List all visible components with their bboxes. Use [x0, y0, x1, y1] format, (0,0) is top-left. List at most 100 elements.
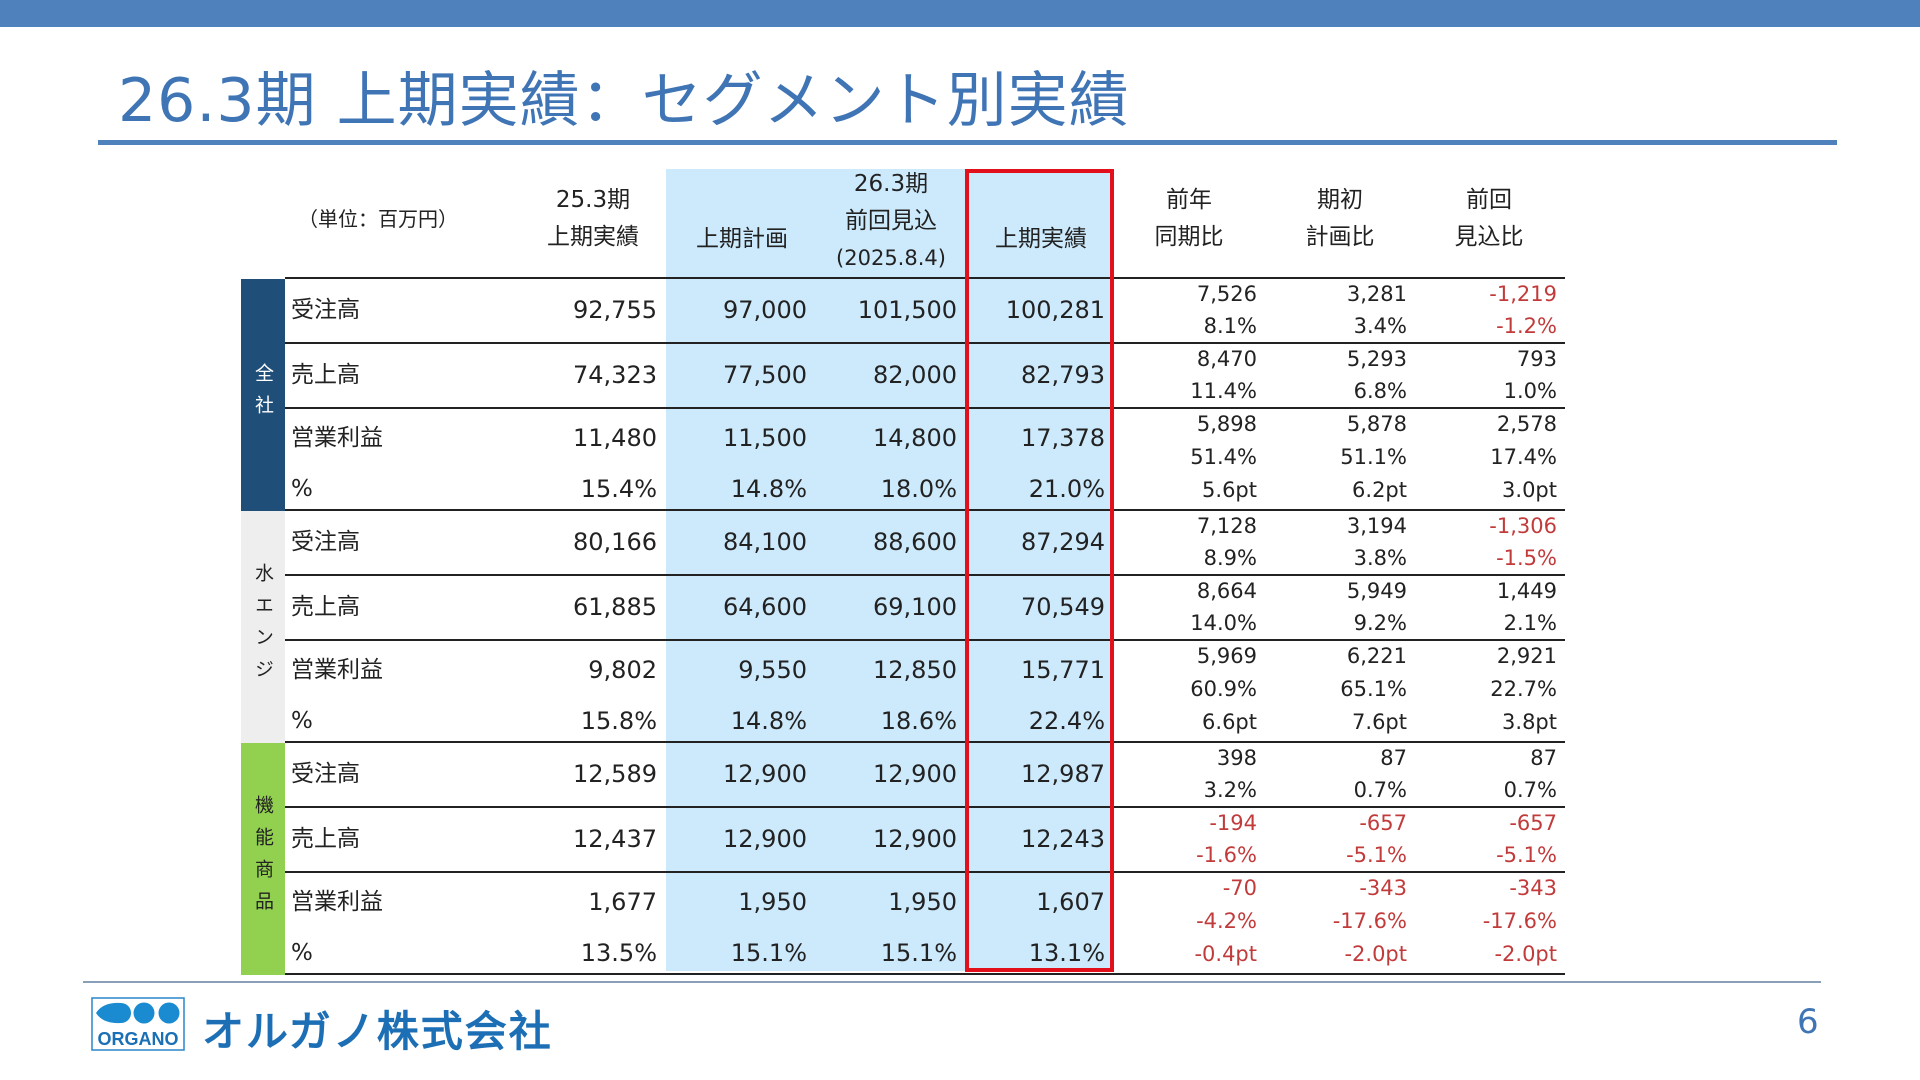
diff-cell: 60.9%	[1190, 677, 1257, 701]
header-current-results: 上期実績	[970, 221, 1112, 258]
diff-cell: 5,878	[1346, 412, 1407, 436]
diff-cell: 3.8pt	[1502, 710, 1557, 734]
diff-cell: 6.8%	[1353, 379, 1407, 403]
header-line: 上期計画	[696, 226, 788, 252]
page-number: 6	[1797, 1002, 1819, 1042]
diff-cell: 51.4%	[1190, 445, 1257, 469]
row-label: 営業利益%	[285, 641, 540, 741]
value-cell: 9,550	[738, 656, 807, 684]
diff-cell: 8,664	[1196, 579, 1257, 603]
value-cell: 101,500	[857, 296, 957, 324]
diff-cell: -2.0pt	[1494, 942, 1557, 966]
diff-cell: -657	[1359, 811, 1407, 835]
value-cell: 12,900	[873, 825, 957, 853]
metric-label: 営業利益	[291, 425, 383, 451]
margin-cell: 13.1%	[1028, 939, 1105, 967]
margin-label: %	[291, 940, 313, 966]
value-cell: 88,600	[873, 528, 957, 556]
diff-cell: 3,194	[1346, 514, 1407, 538]
margin-cell: 15.1%	[730, 939, 807, 967]
diff-cell: 398	[1216, 746, 1257, 770]
metric-label: 営業利益	[291, 657, 383, 683]
segment-label: 機能商品	[252, 795, 274, 923]
diff-cell: 87	[1380, 746, 1407, 770]
diff-cell: 5,969	[1196, 644, 1257, 668]
header-line: 前回見込	[845, 208, 937, 234]
table-row: 売上高 74,323 77,500 82,000 82,793 8,470 11.4% 5,2…	[285, 344, 1565, 407]
footer-divider	[83, 981, 1821, 983]
value-cell: 12,987	[1021, 760, 1105, 788]
segment-rows: 受注高 92,755 97,000 101,500 100,281 7,526 8.1% 3,…	[285, 279, 1565, 511]
diff-cell: -70	[1222, 876, 1257, 900]
segment-rows: 受注高 80,166 84,100 88,600 87,294 7,128 8.9% 3,19…	[285, 511, 1565, 743]
diff-cell: 5,949	[1346, 579, 1407, 603]
value-cell: 12,589	[573, 760, 657, 788]
table-row: 営業利益% 9,802 15.8% 9,550 14.8% 12,850 18.6% 15,7…	[285, 641, 1565, 741]
diff-cell: 5,293	[1346, 347, 1407, 371]
diff-cell: 3.0pt	[1502, 478, 1557, 502]
row-label: 売上高	[285, 576, 540, 639]
diff-cell: -0.4pt	[1194, 942, 1257, 966]
segment-label: 全社	[252, 363, 274, 427]
diff-cell: 51.1%	[1340, 445, 1407, 469]
diff-cell: -194	[1209, 811, 1257, 835]
diff-cell: -1.2%	[1496, 314, 1557, 338]
row-label: 受注高	[285, 511, 540, 574]
value-cell: 9,802	[588, 656, 657, 684]
diff-cell: 14.0%	[1190, 611, 1257, 635]
margin-label: %	[291, 476, 313, 502]
diff-cell: -4.2%	[1196, 909, 1257, 933]
value-cell: 77,500	[723, 361, 807, 389]
diff-cell: 793	[1516, 347, 1557, 371]
table-row: 売上高 12,437 12,900 12,900 12,243 -194 -1.6% -657…	[285, 808, 1565, 871]
row-label: 営業利益%	[285, 409, 540, 509]
value-cell: 15,771	[1021, 656, 1105, 684]
diff-cell: 87	[1530, 746, 1557, 770]
diff-cell: 6.2pt	[1352, 478, 1407, 502]
diff-cell: 7,128	[1196, 514, 1257, 538]
logo-text: ORGANO	[98, 1029, 179, 1049]
header-line: 期初	[1317, 187, 1363, 213]
header-vs-forecast: 前回 見込比	[1419, 182, 1559, 256]
header-line: 26.3期	[853, 171, 929, 197]
margin-cell: 15.1%	[880, 939, 957, 967]
segment-band: 水エンジ	[241, 511, 285, 743]
diff-cell: 17.4%	[1490, 445, 1557, 469]
margin-cell: 15.4%	[580, 475, 657, 503]
diff-cell: 1,449	[1496, 579, 1557, 603]
diff-cell: 22.7%	[1490, 677, 1557, 701]
diff-cell: 5,898	[1196, 412, 1257, 436]
margin-cell: 14.8%	[730, 475, 807, 503]
row-divider	[285, 973, 1565, 975]
row-label: 受注高	[285, 279, 540, 342]
value-cell: 12,437	[573, 825, 657, 853]
table-row: 受注高 80,166 84,100 88,600 87,294 7,128 8.9% 3,19…	[285, 511, 1565, 574]
diff-cell: 3.8%	[1353, 546, 1407, 570]
diff-cell: 11.4%	[1190, 379, 1257, 403]
row-divider	[285, 741, 1565, 743]
value-cell: 82,000	[873, 361, 957, 389]
table-row: 売上高 61,885 64,600 69,100 70,549 8,664 14.0% 5,9…	[285, 576, 1565, 639]
highlight-current-results-box	[965, 169, 1114, 972]
value-cell: 74,323	[573, 361, 657, 389]
segment-results-table: 全社 受注高 92,755 97,000 101,500 100,281 7,526 8.1%…	[241, 277, 1565, 975]
diff-cell: -1,306	[1489, 514, 1557, 538]
top-accent-bar	[0, 0, 1920, 27]
margin-cell: 18.6%	[880, 707, 957, 735]
metric-label: 受注高	[291, 297, 360, 323]
header-plan: 上期計画	[672, 221, 812, 258]
diff-cell: 3,281	[1346, 282, 1407, 306]
value-cell: 69,100	[873, 593, 957, 621]
page-title: 26.3期 上期実績：セグメント別実績	[118, 66, 1130, 136]
title-divider	[98, 140, 1837, 145]
diff-cell: -17.6%	[1482, 909, 1557, 933]
row-label: 売上高	[285, 808, 540, 871]
diff-cell: 2,578	[1496, 412, 1557, 436]
diff-cell: 1.0%	[1503, 379, 1557, 403]
row-divider	[285, 806, 1565, 808]
table-row: 営業利益% 1,677 13.5% 1,950 15.1% 1,950 15.1% 1,607…	[285, 873, 1565, 973]
diff-cell: 9.2%	[1353, 611, 1407, 635]
value-cell: 11,500	[723, 424, 807, 452]
value-cell: 11,480	[573, 424, 657, 452]
diff-cell: -5.1%	[1346, 843, 1407, 867]
